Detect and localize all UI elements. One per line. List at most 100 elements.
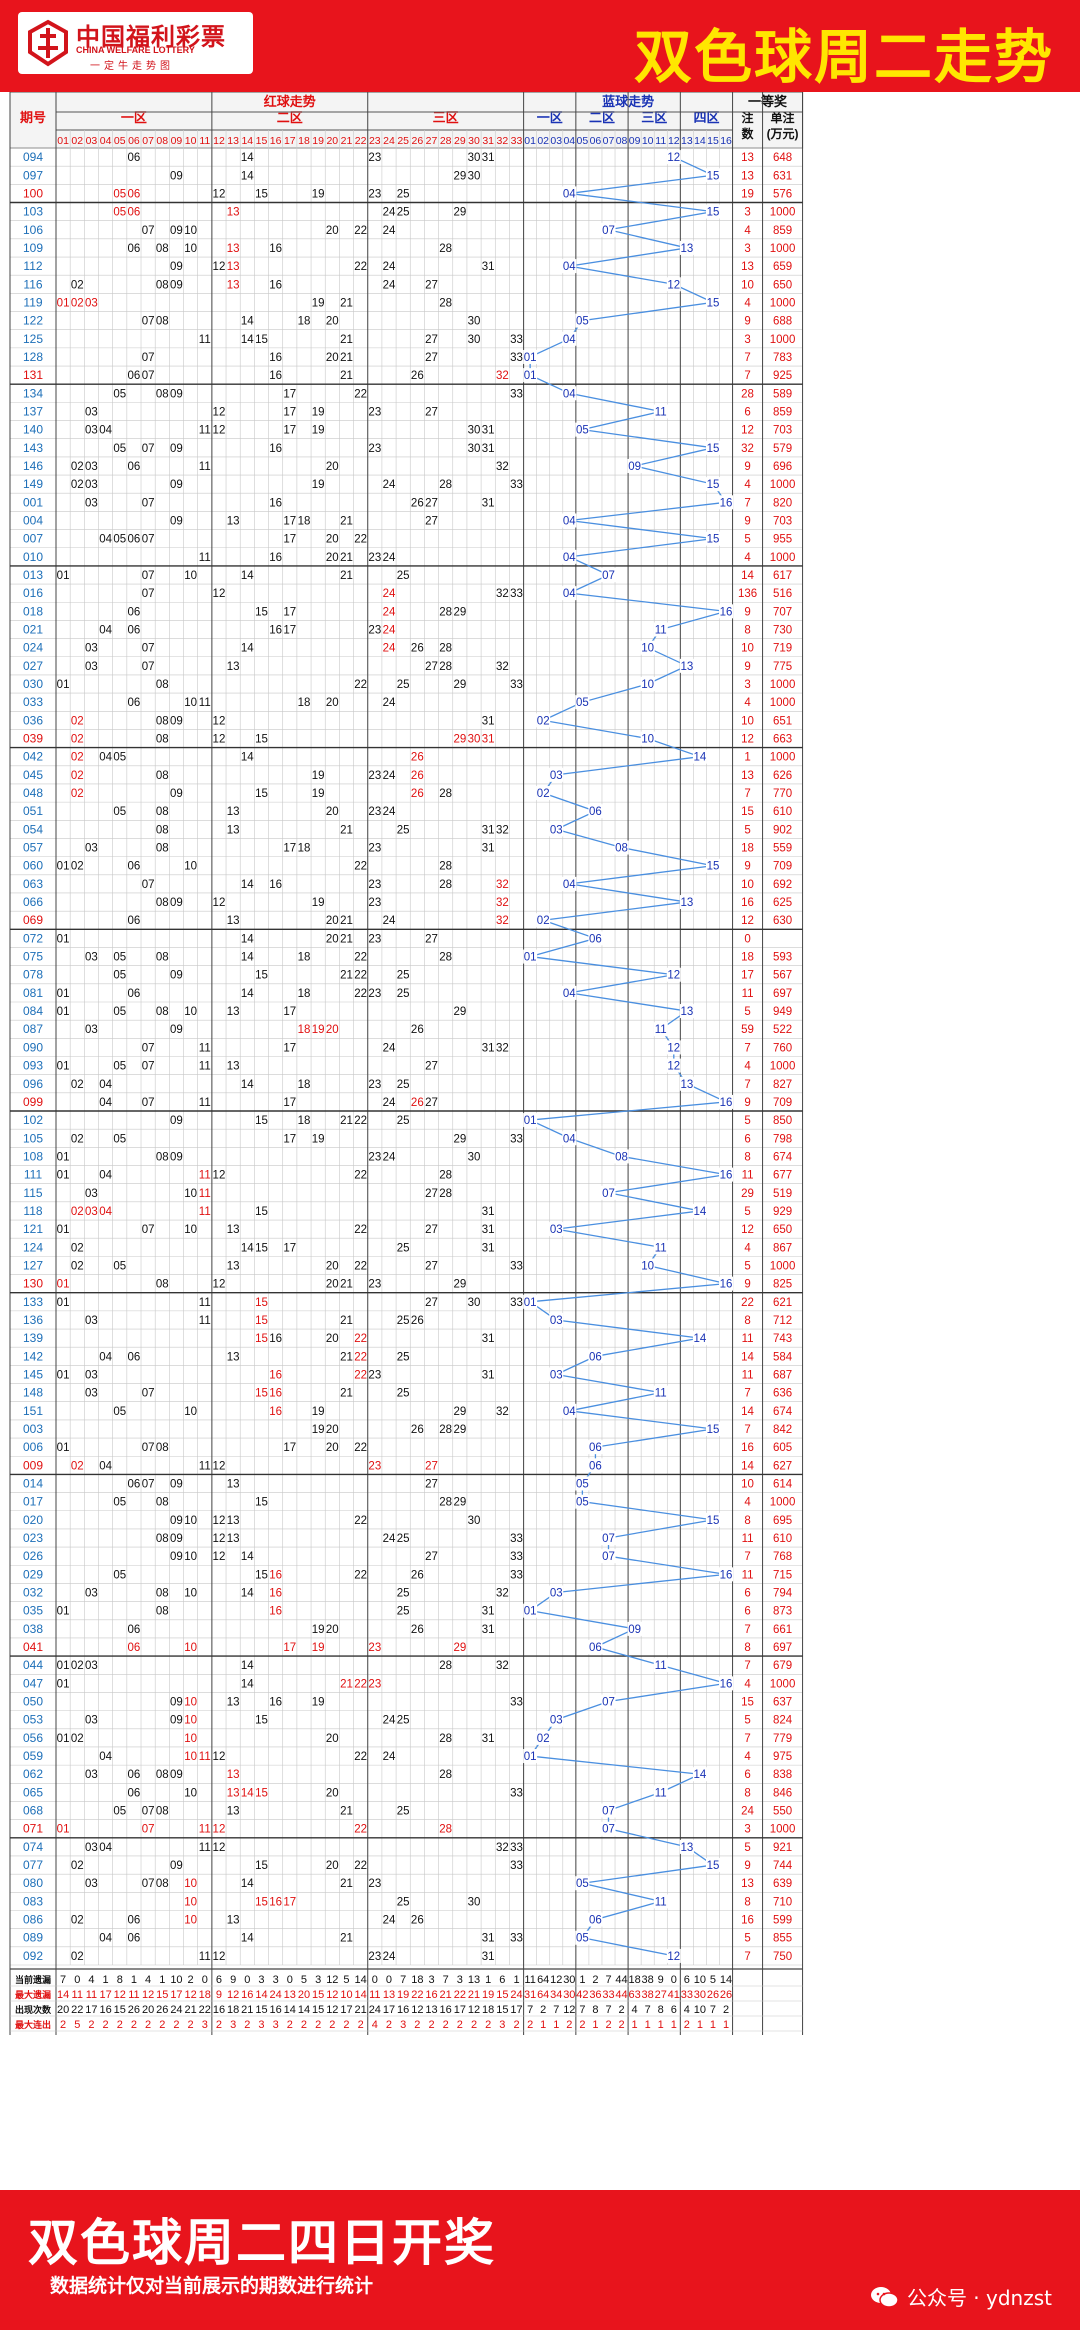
red-stat-value: 16 xyxy=(397,2004,409,2016)
prize-count: 0 xyxy=(744,933,750,945)
red-stat-value: 2 xyxy=(457,2019,463,2031)
red-stat-value: 21 xyxy=(184,2004,196,2016)
red-stat-value: 2 xyxy=(315,2019,321,2031)
issue-number: 106 xyxy=(23,223,43,237)
prize-amount: 1000 xyxy=(770,207,796,219)
prize-amount: 1000 xyxy=(770,297,796,309)
prize-amount: 703 xyxy=(773,425,792,437)
red-column-label: 14 xyxy=(241,135,253,147)
blue-ball-bg xyxy=(614,840,629,855)
red-stat-value: 15 xyxy=(156,1989,168,2001)
blue-ball: 12 xyxy=(667,152,680,164)
red-ball: 16 xyxy=(269,1369,282,1381)
prize-count: 59 xyxy=(741,1024,754,1036)
red-stat-value: 24 xyxy=(170,2004,182,2016)
red-ball: 09 xyxy=(170,897,183,909)
red-ball: 09 xyxy=(170,970,183,982)
red-column-label: 27 xyxy=(426,135,438,147)
red-stat-value: 15 xyxy=(496,1989,508,2001)
red-ball: 22 xyxy=(354,1751,367,1763)
red-ball: 09 xyxy=(170,388,183,400)
red-ball: 20 xyxy=(326,534,339,546)
red-ball: 25 xyxy=(397,1588,410,1600)
blue-stat-value: 1 xyxy=(645,2019,651,2031)
red-ball: 05 xyxy=(113,534,126,546)
red-ball: 01 xyxy=(57,1170,70,1182)
prize-amount: 1000 xyxy=(770,243,796,255)
red-ball: 13 xyxy=(227,1697,240,1709)
red-ball: 07 xyxy=(142,879,155,891)
red-ball: 05 xyxy=(113,443,126,455)
red-ball: 31 xyxy=(482,1206,495,1218)
blue-ball-bg xyxy=(523,1749,538,1764)
red-column-label: 28 xyxy=(440,135,452,147)
prize-amount: 1000 xyxy=(770,334,796,346)
red-ball: 08 xyxy=(156,1442,169,1454)
prize-count: 5 xyxy=(744,1260,750,1272)
red-ball: 25 xyxy=(397,970,410,982)
red-stat-value: 2 xyxy=(287,2019,293,2031)
blue-ball: 07 xyxy=(602,1188,615,1200)
red-ball: 11 xyxy=(199,1951,211,1963)
prize-amount: 639 xyxy=(773,1878,792,1890)
red-ball: 25 xyxy=(397,679,410,691)
red-ball: 27 xyxy=(425,334,438,346)
red-ball: 05 xyxy=(113,207,126,219)
red-ball: 10 xyxy=(184,697,197,709)
issue-number: 065 xyxy=(23,1785,43,1799)
prize-count: 10 xyxy=(741,879,754,891)
red-ball: 27 xyxy=(425,1478,438,1490)
red-column-label: 09 xyxy=(171,135,183,147)
red-stat-value: 2 xyxy=(513,2019,519,2031)
issue-number: 099 xyxy=(23,1095,43,1109)
issue-number: 136 xyxy=(23,1313,43,1327)
blue-ball-bg xyxy=(679,658,694,673)
prize-amount: 1000 xyxy=(770,1678,796,1690)
blue-ball: 07 xyxy=(602,1697,615,1709)
red-stat-value: 24 xyxy=(270,1989,282,2001)
prize-count: 5 xyxy=(744,1842,750,1854)
red-ball: 06 xyxy=(128,243,141,255)
red-ball: 27 xyxy=(425,1188,438,1200)
red-ball: 01 xyxy=(57,297,70,309)
issue-number: 121 xyxy=(23,1222,43,1236)
red-ball: 19 xyxy=(312,897,325,909)
prize-amount: 584 xyxy=(773,1351,793,1363)
red-ball: 22 xyxy=(354,1369,367,1381)
red-ball: 30 xyxy=(468,1515,481,1527)
red-ball: 20 xyxy=(326,1279,339,1291)
red-ball: 08 xyxy=(156,1769,169,1781)
first-prize-header: 一等奖 xyxy=(748,94,788,109)
prize-count: 7 xyxy=(744,497,750,509)
blue-ball: 13 xyxy=(680,1079,693,1091)
issue-number: 033 xyxy=(23,695,43,709)
blue-stat-value: 7 xyxy=(553,2004,559,2016)
red-ball: 04 xyxy=(99,1206,112,1218)
blue-stat-value: 2 xyxy=(605,2019,611,2031)
red-ball: 03 xyxy=(85,406,98,418)
red-ball: 31 xyxy=(482,497,495,509)
red-ball: 19 xyxy=(312,188,325,200)
red-ball: 02 xyxy=(71,734,84,746)
red-stat-value: 2 xyxy=(443,2019,449,2031)
red-stat-value: 21 xyxy=(468,1989,480,2001)
red-ball: 24 xyxy=(383,643,396,655)
red-ball: 13 xyxy=(227,806,240,818)
red-stat-value: 2 xyxy=(216,2019,222,2031)
blue-stat-value: 33 xyxy=(602,1989,614,2001)
blue-ball-bg xyxy=(523,1113,538,1128)
prize-count: 14 xyxy=(741,1460,754,1472)
prize-count: 11 xyxy=(742,1369,754,1381)
red-stat-value: 3 xyxy=(273,1974,279,1986)
prize-amount: 593 xyxy=(773,952,792,964)
red-ball: 21 xyxy=(340,334,353,346)
blue-ball: 05 xyxy=(576,697,589,709)
prize-count: 14 xyxy=(741,1351,754,1363)
prize-amount: 677 xyxy=(773,1170,792,1182)
blue-ball-bg xyxy=(601,1549,616,1564)
issue-number: 036 xyxy=(23,713,43,727)
blue-ball-bg xyxy=(719,495,734,510)
blue-ball-bg xyxy=(549,1712,564,1727)
red-ball: 16 xyxy=(269,497,282,509)
